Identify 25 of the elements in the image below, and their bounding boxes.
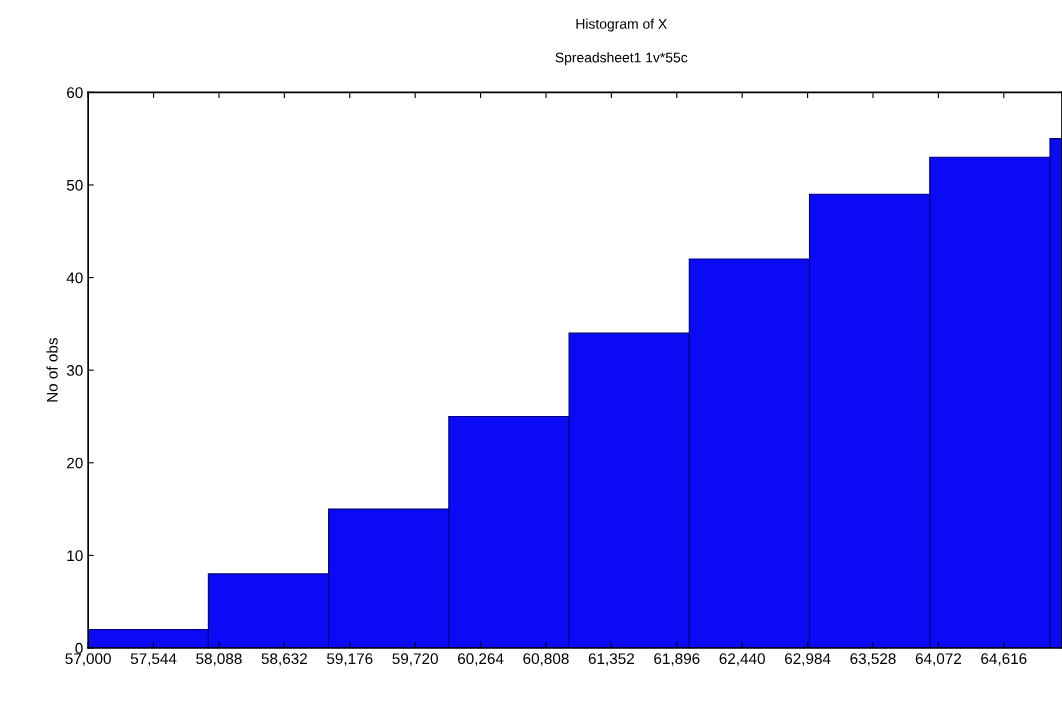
x-tick-label: 63,528: [850, 653, 896, 666]
y-tick-label: 40: [66, 272, 83, 284]
y-tick-label: 60: [67, 87, 83, 99]
y-tick-label: 20: [67, 457, 83, 469]
x-tick-label: 61,896: [654, 653, 700, 666]
x-tick-label: 60,264: [457, 653, 504, 666]
x-tick-label: 64,072: [915, 653, 961, 666]
x-tick-label: 59,720: [392, 653, 438, 666]
x-tick-label: 58,632: [261, 653, 307, 666]
y-tick-label: 30: [66, 365, 83, 376]
x-tick-label: 62,984: [785, 653, 831, 666]
y-tick-label: 10: [67, 550, 83, 562]
y-axis-title: No of obs: [46, 338, 58, 402]
y-tick-label: 50: [66, 179, 83, 191]
x-tick-label: 57,000: [65, 653, 111, 666]
x-tick-label: 62,440: [719, 653, 765, 666]
y-tick-label: 0: [75, 642, 83, 654]
x-tick-label: 60,808: [523, 653, 569, 666]
x-tick-label: 64,616: [981, 653, 1027, 666]
x-tick-label: 58,088: [196, 653, 242, 666]
x-tick-label: 61,352: [588, 653, 634, 666]
x-tick-label: 59,176: [327, 653, 373, 666]
chart-subtitle: Spreadsheet1 1v*55c: [555, 52, 688, 66]
x-tick-label: 57,544: [130, 653, 177, 666]
chart-title: Histogram of X: [576, 18, 667, 32]
